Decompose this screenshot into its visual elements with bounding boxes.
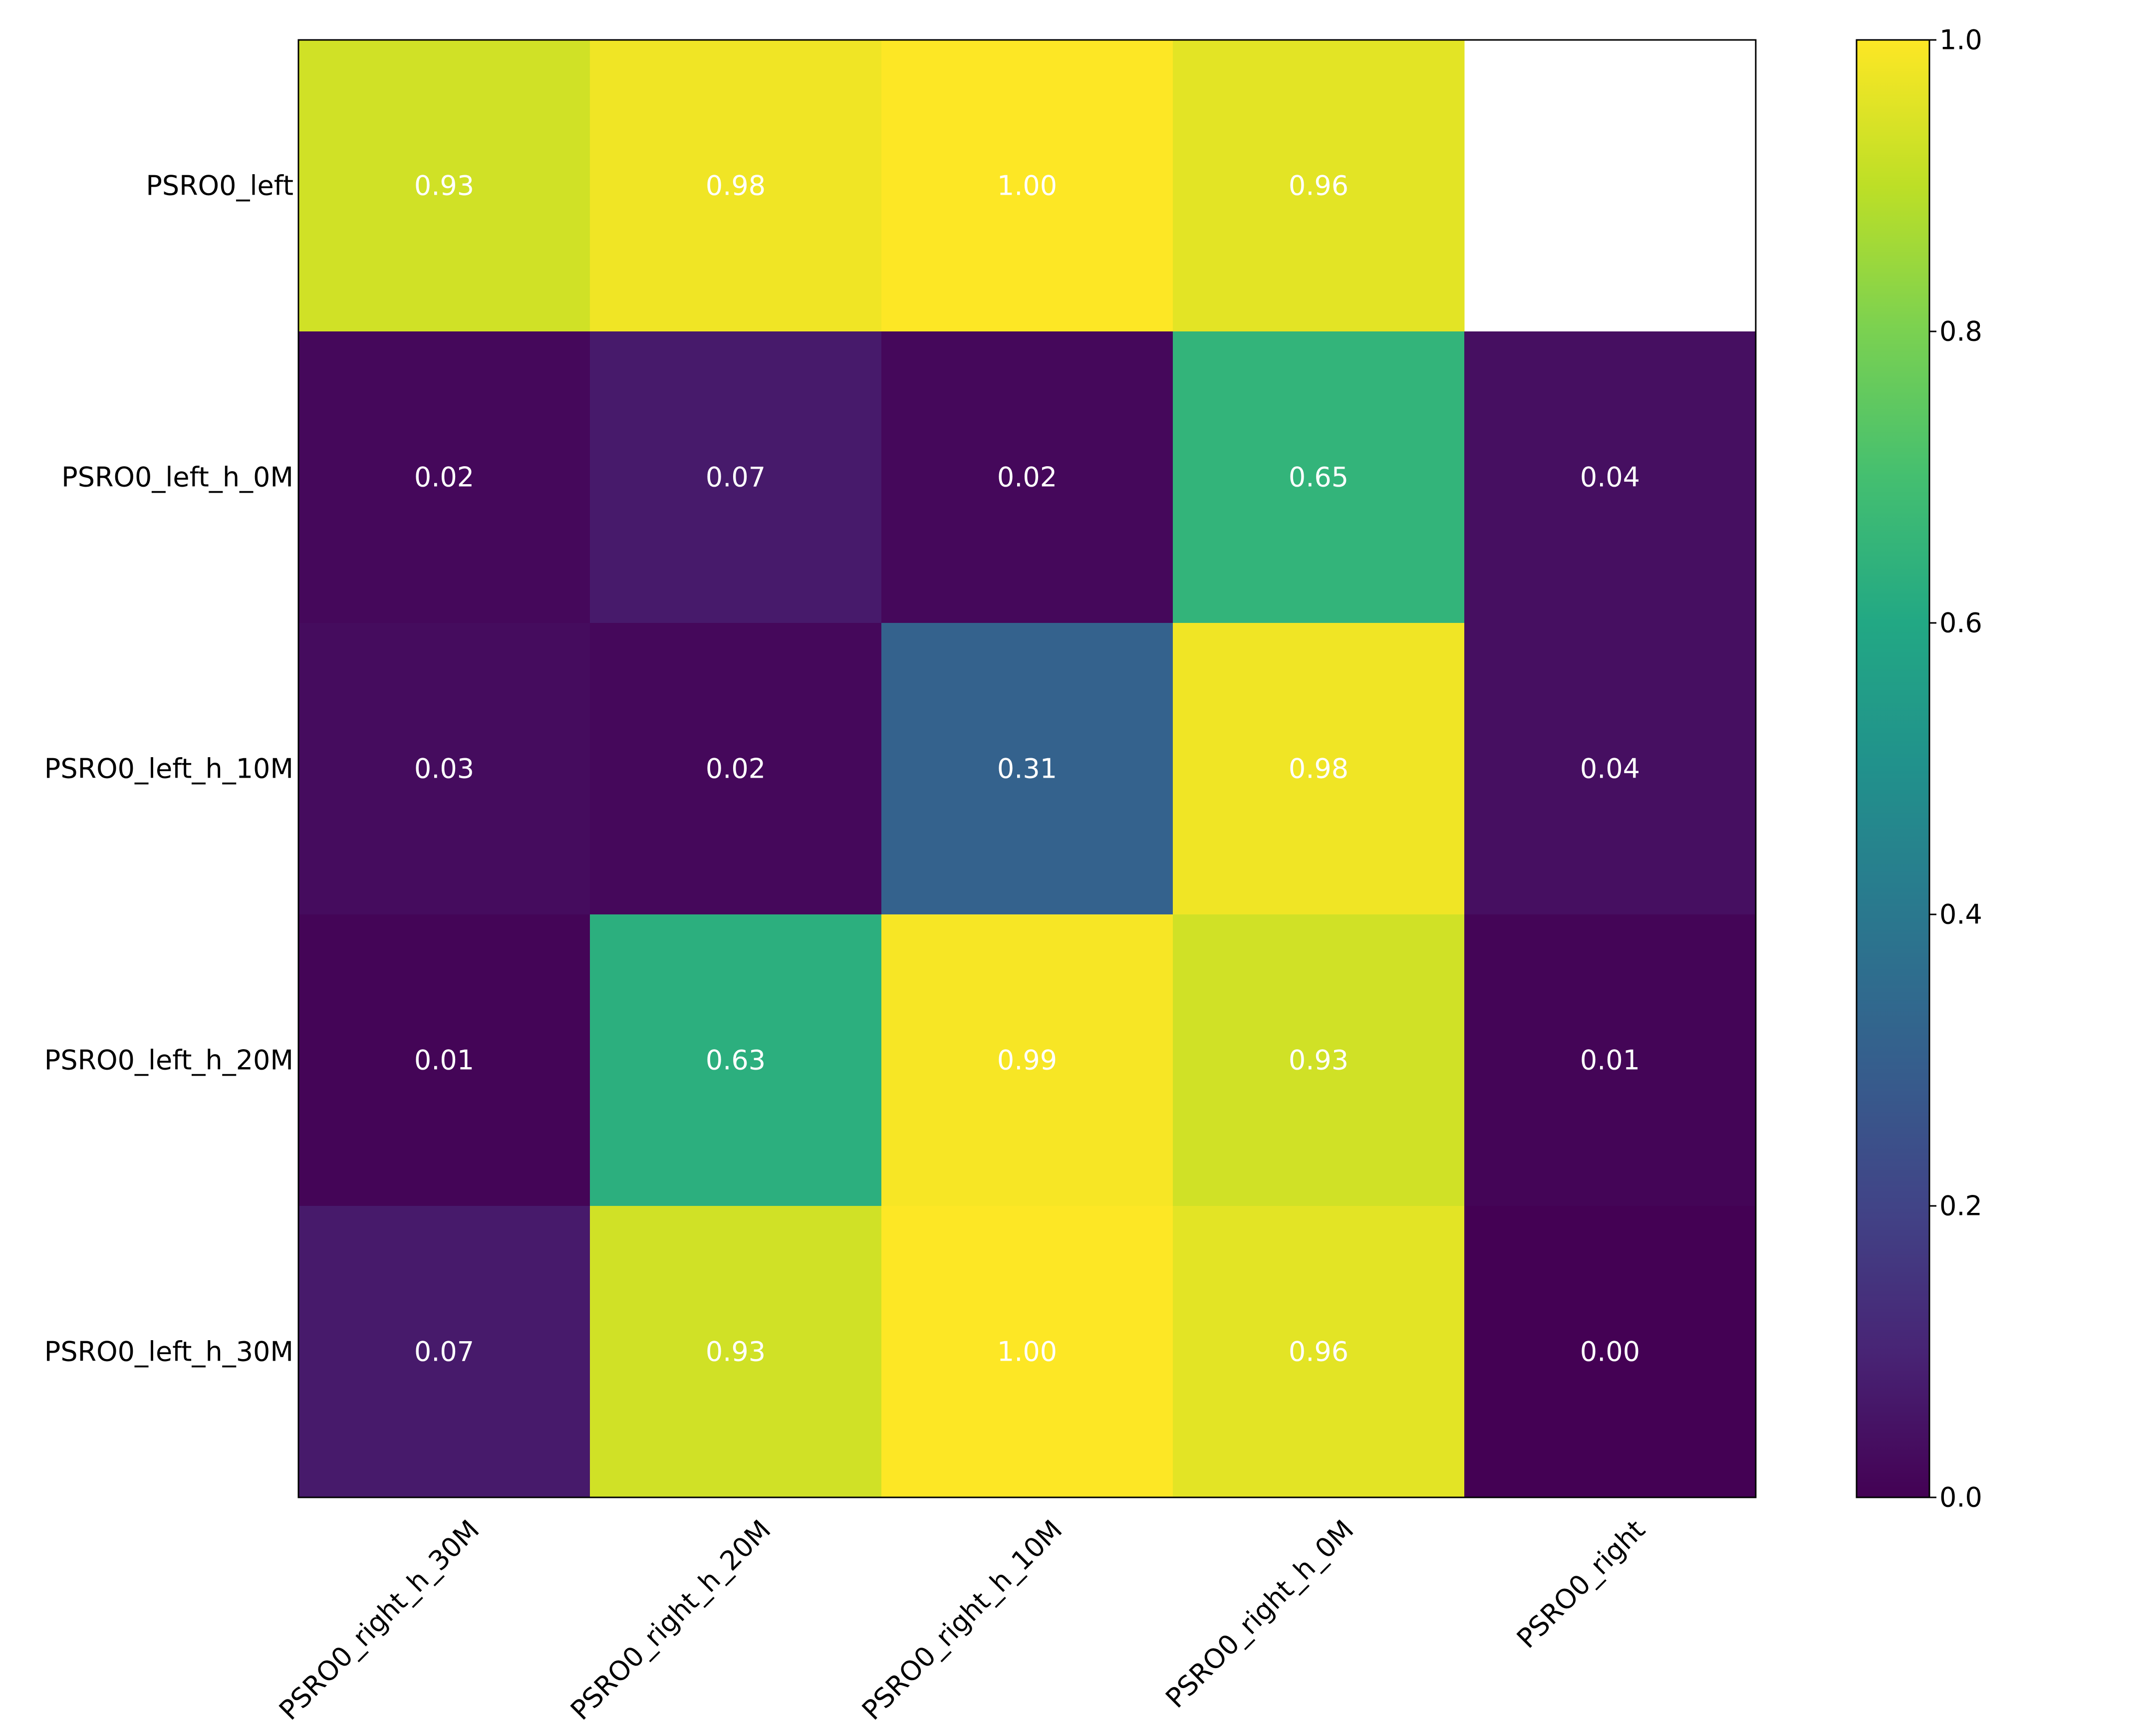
cell-value-label: 1.00 <box>997 170 1057 202</box>
x-tick-label: PSRO0_right_h_0M <box>1159 1514 1359 1714</box>
colorbar-tick-label: 0.0 <box>1939 1482 1982 1513</box>
y-tick-label: PSRO0_left_h_0M <box>61 462 293 493</box>
cell-value-label: 0.93 <box>1289 1045 1348 1076</box>
heatmap-cell <box>1464 623 1756 915</box>
cell-value-label: 0.02 <box>414 462 474 493</box>
heatmap-cell <box>1464 914 1756 1206</box>
y-tick-label: PSRO0_left_h_10M <box>44 753 293 785</box>
heatmap-cell <box>298 914 590 1206</box>
heatmap-cells <box>298 40 1756 1498</box>
cell-value-label: 1.00 <box>997 1336 1057 1368</box>
heatmap-cell <box>590 914 882 1206</box>
y-tick-label: PSRO0_left <box>146 170 293 202</box>
colorbar-tick-label: 0.8 <box>1939 316 1982 347</box>
cell-value-label: 0.03 <box>414 753 474 785</box>
heatmap-cell <box>881 1206 1173 1498</box>
heatmap-cell <box>1173 331 1465 623</box>
x-tick-label: PSRO0_right_h_10M <box>856 1514 1068 1725</box>
cell-value-label: 0.96 <box>1289 1336 1348 1368</box>
heatmap-cell <box>881 331 1173 623</box>
x-tick-label: PSRO0_right <box>1511 1514 1651 1655</box>
cell-value-label: 0.04 <box>1580 753 1640 785</box>
heatmap-cell <box>590 623 882 915</box>
cell-value-label: 0.02 <box>706 753 766 785</box>
heatmap-cell <box>1173 40 1465 332</box>
heatmap-cell <box>1173 1206 1465 1498</box>
cell-value-label: 0.04 <box>1580 462 1640 493</box>
cell-value-label: 0.00 <box>1580 1336 1640 1368</box>
heatmap-cell <box>298 331 590 623</box>
y-tick-label: PSRO0_left_h_30M <box>44 1336 293 1368</box>
heatmap-cell <box>298 623 590 915</box>
colorbar-tick-label: 0.4 <box>1939 899 1982 930</box>
y-axis: PSRO0_left PSRO0_left_h_0M PSRO0_left_h_10… <box>44 170 293 1368</box>
heatmap-cell <box>590 331 882 623</box>
cell-value-label: 0.01 <box>414 1045 474 1076</box>
colorbar-gradient <box>1856 39 1930 1498</box>
y-tick-label: PSRO0_left_h_20M <box>44 1045 293 1076</box>
cell-value-label: 0.99 <box>997 1045 1057 1076</box>
cell-value-label: 0.98 <box>1289 753 1348 785</box>
heatmap-cell <box>881 623 1173 915</box>
colorbar-tick-label: 0.6 <box>1939 607 1982 639</box>
heatmap-cell <box>1173 914 1465 1206</box>
cell-value-label: 0.01 <box>1580 1045 1640 1076</box>
heatmap-cell <box>590 1206 882 1498</box>
heatmap-cell <box>590 40 882 332</box>
cell-value-label: 0.93 <box>706 1336 766 1368</box>
heatmap-cell <box>298 40 590 332</box>
heatmap-cell <box>1464 331 1756 623</box>
cell-value-label: 0.31 <box>997 753 1057 785</box>
cell-value-label: 0.65 <box>1289 462 1348 493</box>
colorbar: 0.0 0.2 0.4 0.6 0.8 1.0 <box>1856 24 1982 1513</box>
heatmap-cell <box>1464 1206 1756 1498</box>
heatmap-cell <box>1173 623 1465 915</box>
x-tick-label: PSRO0_right_h_20M <box>564 1514 777 1725</box>
colorbar-ticks: 0.0 0.2 0.4 0.6 0.8 1.0 <box>1929 24 1982 1513</box>
cell-value-label: 0.63 <box>706 1045 766 1076</box>
cell-value-label: 0.07 <box>414 1336 474 1368</box>
colorbar-tick-label: 0.2 <box>1939 1190 1982 1222</box>
heatmap-cell <box>298 1206 590 1498</box>
cell-value-label: 0.96 <box>1289 170 1348 202</box>
plot-frame <box>297 39 1757 1498</box>
cell-value-label: 0.02 <box>997 462 1057 493</box>
heatmap-cell <box>881 914 1173 1206</box>
colorbar-tick-label: 1.0 <box>1939 24 1982 56</box>
heatmap-cell <box>881 40 1173 332</box>
cell-value-label: 0.07 <box>706 462 766 493</box>
cell-labels: 0.93 0.98 1.00 0.96 0.02 0.07 0.02 0.65 0.04 0.03… <box>414 170 1640 1368</box>
cell-value-label: 0.93 <box>414 170 474 202</box>
x-tick-label: PSRO0_right_h_30M <box>273 1514 485 1725</box>
cell-value-label: 0.98 <box>706 170 766 202</box>
x-axis: PSRO0_right_h_30M PSRO0_right_h_20M PSRO0_… <box>273 1514 1651 1725</box>
